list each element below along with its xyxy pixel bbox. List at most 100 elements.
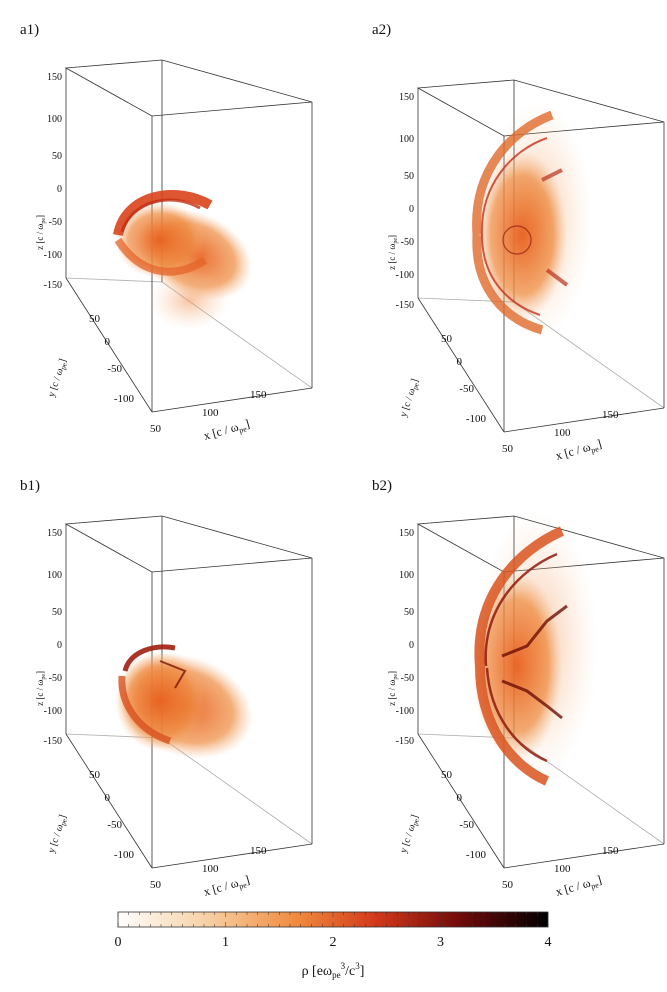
z-tick: 100 xyxy=(399,134,414,145)
z-tick: 50 xyxy=(52,151,62,162)
x-axis-label: x [c / ωpe] xyxy=(554,872,604,900)
z-tick: 0 xyxy=(409,204,414,215)
z-tick: 150 xyxy=(399,92,414,103)
z-axis-label: z [c / ωpe] xyxy=(35,671,47,706)
x-tick: 100 xyxy=(202,863,219,875)
panel-label-a2: a2) xyxy=(372,22,392,38)
z-tick: 50 xyxy=(52,607,62,618)
y-axis: 50 0 -50 -100 y [c / ωpe] xyxy=(46,769,134,861)
panel-label-b2: b2) xyxy=(372,478,392,494)
x-tick: 100 xyxy=(554,863,571,875)
z-tick: 50 xyxy=(404,171,414,182)
z-tick: -100 xyxy=(44,706,62,717)
z-tick: -100 xyxy=(44,250,62,261)
y-tick: 50 xyxy=(89,313,101,325)
z-tick: 50 xyxy=(404,607,414,618)
z-tick: 150 xyxy=(47,72,62,83)
y-tick: 50 xyxy=(441,333,453,345)
z-axis-label: z [c / ωpe] xyxy=(387,671,399,706)
y-tick: 0 xyxy=(105,336,111,348)
panel-a1: 150 100 50 0 -50 -100 -150 z [c / ωpe] 5… xyxy=(35,59,313,444)
z-axis: 150 100 50 0 -50 -100 -150 z [c / ωpe] xyxy=(387,528,414,747)
density-volume xyxy=(472,100,592,340)
x-tick: 150 xyxy=(250,389,267,401)
z-tick: -100 xyxy=(396,270,414,281)
colorbar-ticks: 0 1 2 3 4 xyxy=(115,935,552,950)
x-tick: 50 xyxy=(502,443,514,455)
x-tick: 150 xyxy=(602,845,619,857)
x-tick: 50 xyxy=(502,879,514,891)
x-tick: 50 xyxy=(150,423,162,435)
y-axis-label: y [c / ωpe] xyxy=(398,814,422,855)
x-axis: 50 100 150 x [c / ωpe] xyxy=(150,389,267,444)
x-axis-label: x [c / ωpe] xyxy=(554,436,604,464)
colorbar-tick: 3 xyxy=(437,935,444,950)
z-axis-label: z [c / ωpe] xyxy=(387,235,399,270)
x-axis: 50 100 150 x [c / ωpe] xyxy=(502,409,619,464)
density-volume xyxy=(113,190,253,330)
z-tick: -100 xyxy=(396,706,414,717)
y-tick: -50 xyxy=(459,819,474,831)
z-tick: -150 xyxy=(396,300,414,311)
y-tick: -100 xyxy=(114,849,135,861)
x-axis: 50 100 150 x [c / ωpe] xyxy=(502,845,619,900)
z-axis: 150 100 50 0 -50 -100 -150 z [c / ωpe] xyxy=(35,72,62,291)
y-axis-label: y [c / ωpe] xyxy=(46,814,70,855)
panel-b1: 150 100 50 0 -50 -100 -150 z [c / ωpe] 5… xyxy=(35,515,313,900)
colorbar: 0 1 2 3 4 ρ [eωpe3/c3] xyxy=(115,911,552,980)
x-tick: 150 xyxy=(602,409,619,421)
y-tick: -100 xyxy=(466,413,487,425)
z-axis: 150 100 50 0 -50 -100 -150 z [c / ωpe] xyxy=(35,528,62,747)
colorbar-tick: 1 xyxy=(222,935,229,950)
z-tick: 150 xyxy=(399,528,414,539)
z-tick: -150 xyxy=(44,280,62,291)
panel-a2: 150 100 50 0 -50 -100 -150 z [c / ωpe] 5… xyxy=(387,79,665,464)
y-axis-label: y [c / ωpe] xyxy=(398,378,422,419)
y-tick: 0 xyxy=(457,356,463,368)
y-tick: -50 xyxy=(459,383,474,395)
panel-label-a1: a1) xyxy=(20,22,40,38)
x-tick: 50 xyxy=(150,879,162,891)
z-tick: 0 xyxy=(57,640,62,651)
z-tick: 0 xyxy=(57,184,62,195)
z-tick: -50 xyxy=(401,237,414,248)
y-tick: 0 xyxy=(457,792,463,804)
y-tick: 50 xyxy=(441,769,453,781)
y-axis: 50 0 -50 -100 y [c / ωpe] xyxy=(46,313,134,405)
z-tick: -50 xyxy=(49,673,62,684)
z-axis: 150 100 50 0 -50 -100 -150 z [c / ωpe] xyxy=(387,92,414,311)
x-axis: 50 100 150 x [c / ωpe] xyxy=(150,845,267,900)
colorbar-tick: 4 xyxy=(545,935,552,950)
y-tick: 50 xyxy=(89,769,101,781)
z-tick: -150 xyxy=(396,736,414,747)
z-axis-label: z [c / ωpe] xyxy=(35,215,47,250)
z-tick: -150 xyxy=(44,736,62,747)
x-axis-label: x [c / ωpe] xyxy=(202,872,252,900)
y-axis: 50 0 -50 -100 y [c / ωpe] xyxy=(398,769,486,861)
z-tick: 100 xyxy=(399,570,414,581)
z-tick: 150 xyxy=(47,528,62,539)
z-tick: -50 xyxy=(401,673,414,684)
y-axis-label: y [c / ωpe] xyxy=(46,358,70,399)
y-tick: -100 xyxy=(114,393,135,405)
colorbar-label: ρ [eωpe3/c3] xyxy=(302,961,365,980)
colorbar-tick: 2 xyxy=(330,935,337,950)
z-tick: 100 xyxy=(47,114,62,125)
density-volume xyxy=(115,644,253,759)
panel-label-b1: b1) xyxy=(20,478,40,494)
colorbar-tick: 0 xyxy=(115,935,122,950)
z-tick: -50 xyxy=(49,217,62,228)
density-volume xyxy=(472,511,597,786)
y-axis: 50 0 -50 -100 y [c / ωpe] xyxy=(398,333,486,425)
x-tick: 150 xyxy=(250,845,267,857)
y-tick: -50 xyxy=(107,363,122,375)
y-tick: -50 xyxy=(107,819,122,831)
y-tick: -100 xyxy=(466,849,487,861)
x-tick: 100 xyxy=(202,407,219,419)
x-tick: 100 xyxy=(554,427,571,439)
colorbar-minor-ticks xyxy=(117,912,549,927)
z-tick: 0 xyxy=(409,640,414,651)
x-axis-label: x [c / ωpe] xyxy=(202,416,252,444)
y-tick: 0 xyxy=(105,792,111,804)
